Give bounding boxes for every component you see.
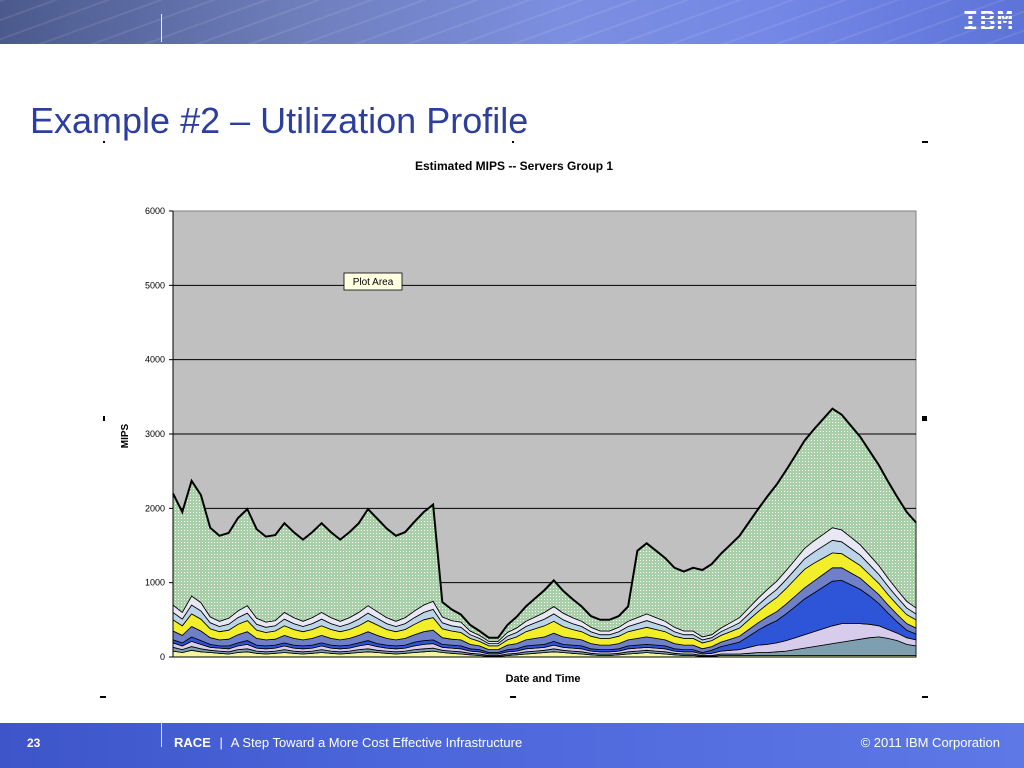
y-tick-label: 2000 xyxy=(145,503,165,513)
selection-handle-top-right[interactable] xyxy=(922,141,928,143)
selection-handle-mid-right[interactable] xyxy=(922,416,927,421)
plot-area-tooltip: Plot Area xyxy=(343,272,403,291)
y-axis-label: MIPS xyxy=(120,423,131,448)
page-number: 23 xyxy=(27,736,41,750)
footer-caption: RACE | A Step Toward a More Cost Effecti… xyxy=(174,735,522,750)
header-bar: IBM xyxy=(0,0,1024,44)
selection-handle-mid-left[interactable] xyxy=(103,416,105,421)
selection-handle-bottom-left[interactable] xyxy=(100,696,106,698)
footer-subtitle: A Step Toward a More Cost Effective Infr… xyxy=(230,735,523,750)
x-axis-label: Date and Time xyxy=(506,673,581,685)
stacked-area-chart[interactable]: Estimated MIPS -- Servers Group 1 0 1000 2… xyxy=(100,140,930,700)
y-tick-label: 1000 xyxy=(145,578,165,588)
y-tick-label: 0 xyxy=(160,652,165,662)
y-tick-label: 6000 xyxy=(145,206,165,216)
chart-container[interactable]: Estimated MIPS -- Servers Group 1 0 1000 2… xyxy=(100,140,930,700)
footer-divider xyxy=(161,723,162,747)
y-tick-label: 5000 xyxy=(145,280,165,290)
chart-title: Estimated MIPS -- Servers Group 1 xyxy=(415,159,613,173)
selection-handle-top-mid[interactable] xyxy=(512,141,514,143)
ibm-logo: IBM xyxy=(962,6,1014,37)
copyright: © 2011 IBM Corporation xyxy=(860,735,1000,750)
selection-handle-bottom-right[interactable] xyxy=(922,696,928,698)
slide-title: Example #2 – Utilization Profile xyxy=(30,100,529,141)
selection-handle-top-left[interactable] xyxy=(103,141,105,143)
plot-area-tooltip-text: Plot Area xyxy=(353,277,394,288)
y-tick-label: 4000 xyxy=(145,355,165,365)
header-divider xyxy=(161,14,162,42)
total-outline xyxy=(172,407,917,639)
footer-separator: | xyxy=(219,735,223,750)
header-decoration xyxy=(0,0,1024,44)
footer-brand: RACE xyxy=(174,735,211,750)
selection-handle-bottom-mid[interactable] xyxy=(510,696,516,698)
footer-bar: 23 RACE | A Step Toward a More Cost Effe… xyxy=(0,723,1024,768)
y-tick-label: 3000 xyxy=(145,429,165,439)
